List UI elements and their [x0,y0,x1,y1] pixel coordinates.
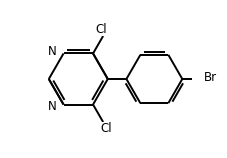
Text: N: N [48,100,56,113]
Text: Cl: Cl [100,122,111,135]
Text: Br: Br [203,71,216,84]
Text: N: N [48,45,56,58]
Text: Cl: Cl [95,23,107,36]
